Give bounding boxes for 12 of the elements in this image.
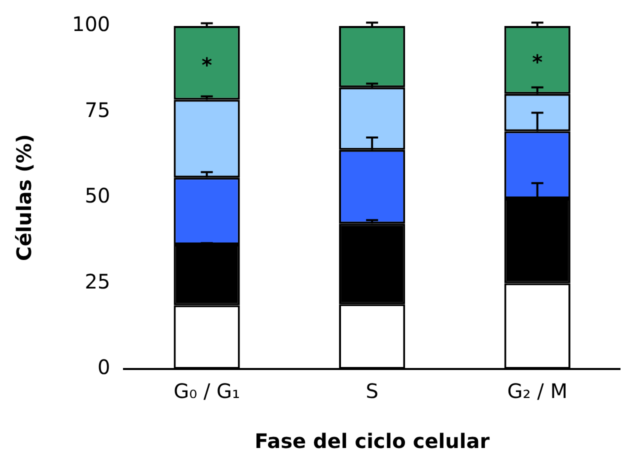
y-tick-label: 100 [72, 12, 110, 36]
y-tick-label: 0 [97, 355, 110, 380]
data-label: * [202, 53, 213, 78]
x-tick-label: G₂ / M [507, 379, 568, 404]
x-axis-title: Fase del ciclo celular [254, 429, 490, 454]
y-tick-label: 25 [84, 269, 110, 294]
x-tick-label: G₀ / G₁ [174, 379, 240, 404]
y-tick-label: 50 [84, 184, 110, 208]
x-tick-label: S [366, 379, 378, 404]
y-axis-title: Células (%) [12, 134, 36, 261]
y-tick-label: 75 [84, 98, 110, 122]
data-label: * [532, 50, 544, 74]
